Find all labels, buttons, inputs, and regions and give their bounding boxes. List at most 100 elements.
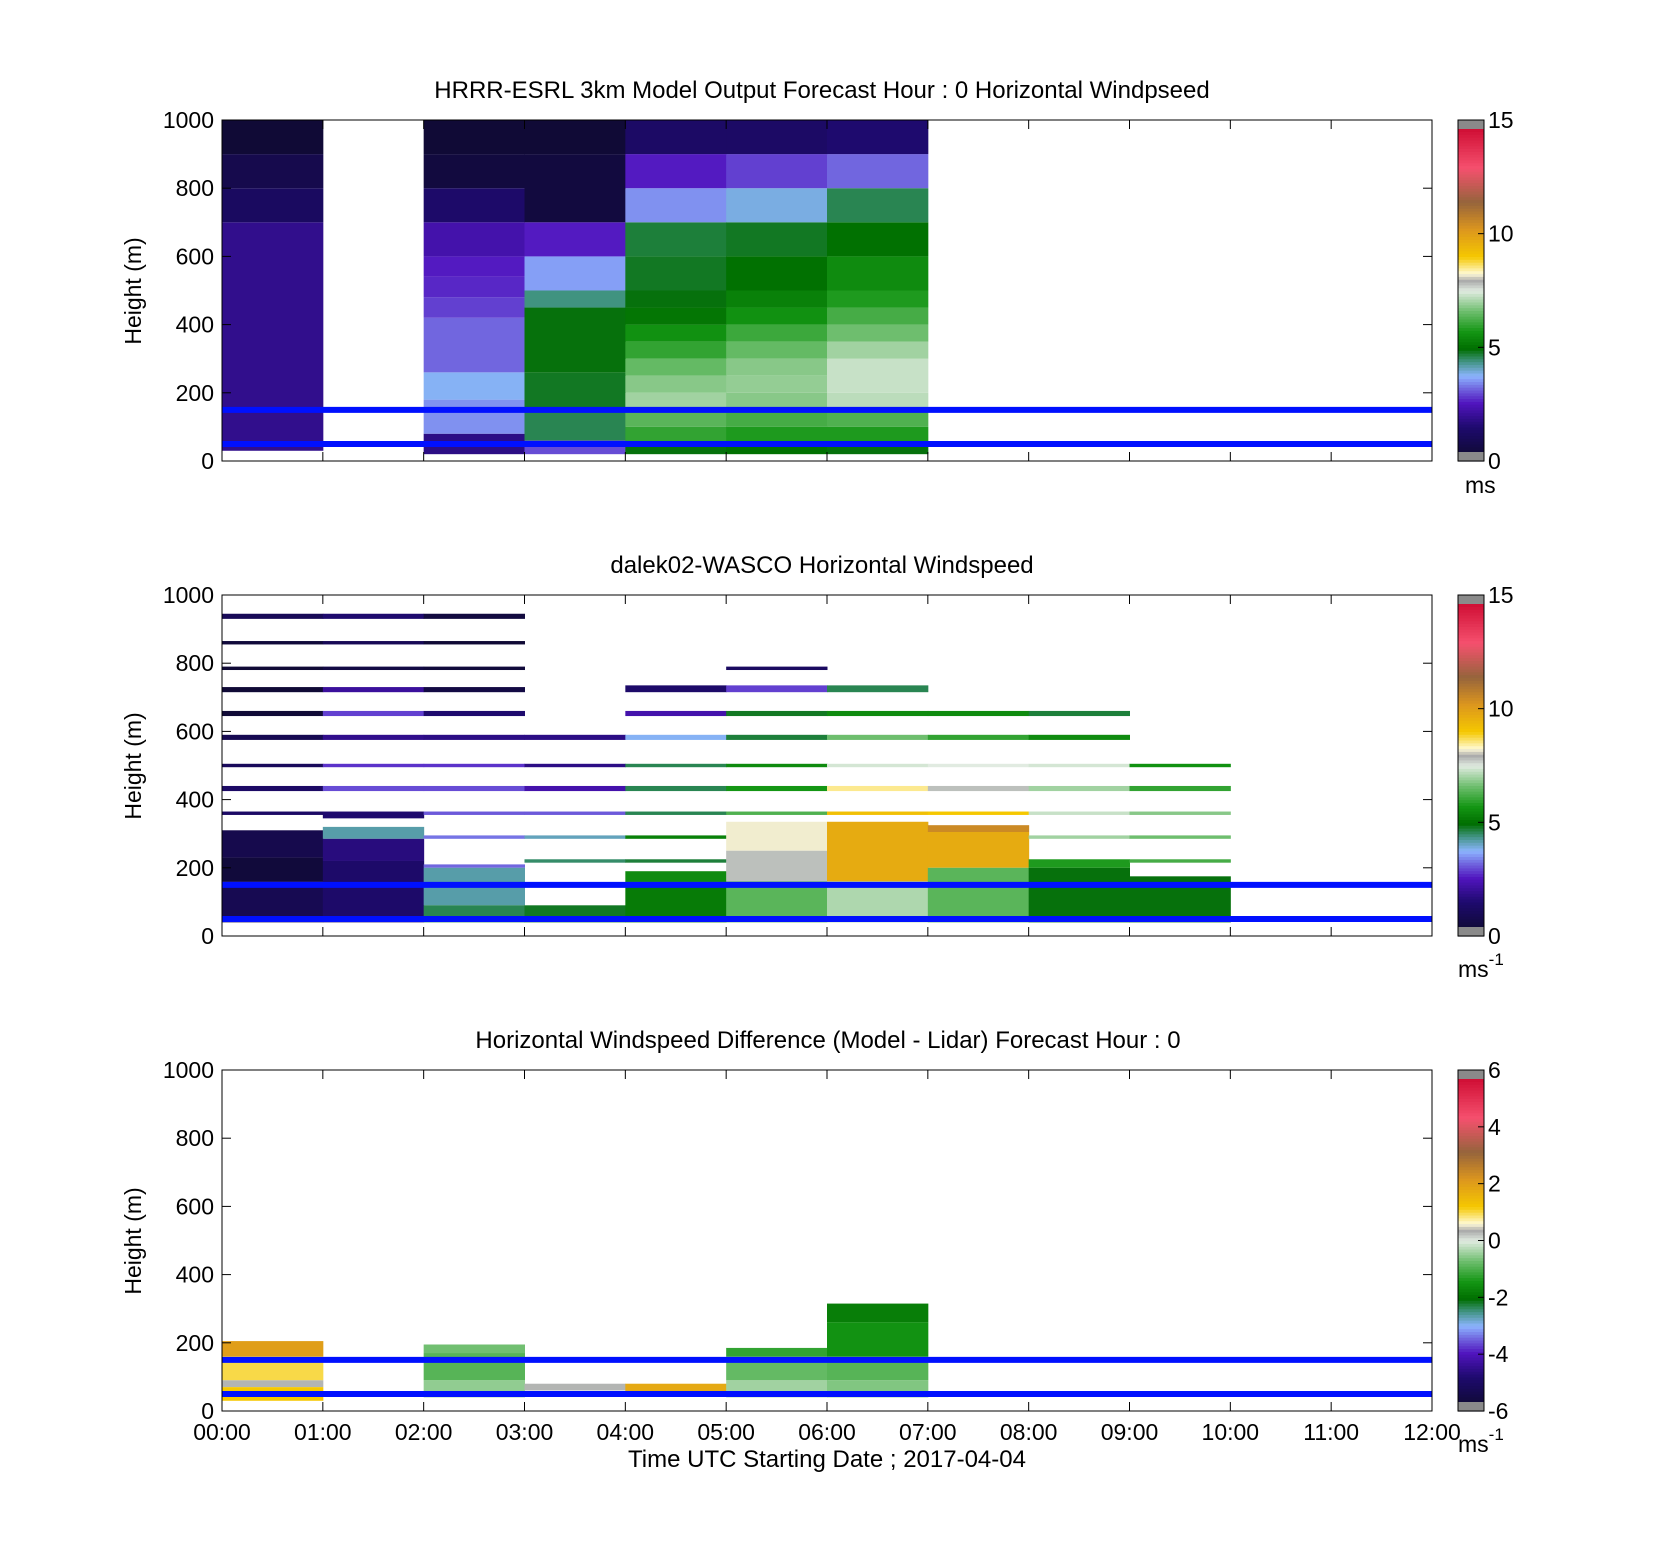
panel-lidar-colorbar-segment [1458, 708, 1484, 713]
panel-diff-colorbar-segment [1458, 1357, 1484, 1361]
panel-lidar-colorbar-segment [1458, 700, 1484, 704]
panel-diff-colorbar-tick-label: 2 [1488, 1171, 1501, 1197]
panel-diff-colorbar-segment [1458, 1123, 1484, 1128]
panel-model-ytick-label: 0 [201, 448, 214, 474]
panel-diff-colorbar-segment [1458, 1325, 1484, 1330]
panel-lidar-colorbar-segment [1458, 742, 1484, 747]
panel-lidar-cell [222, 857, 324, 882]
panel-lidar-cell [322, 710, 425, 717]
panel-diff-colorbar-segment [1458, 1121, 1484, 1125]
panel-model-colorbar-segment [1458, 353, 1484, 357]
panel-diff-ytick-label: 0 [201, 1398, 214, 1424]
panel-diff-colorbar-segment [1458, 1138, 1484, 1142]
panel-diff-colorbar-segment [1458, 1374, 1484, 1378]
panel-model-colorbar-segment [1458, 344, 1484, 348]
panel-model-colorbar-segment [1458, 156, 1484, 161]
panel-diff-colorbar-tick-label: 6 [1488, 1057, 1501, 1083]
panel-lidar-colorbar-segment [1458, 762, 1484, 767]
panel-model-colorbar-tick-label: 0 [1488, 448, 1501, 474]
panel-lidar-cell [827, 785, 929, 792]
panel-model-colorbar-overflow-top [1458, 120, 1484, 129]
panel-diff-colorbar-segment [1458, 1149, 1484, 1154]
panel-diff-colorbar-unit-sup: -1 [1489, 1425, 1504, 1444]
panel-diff-colorbar-segment [1458, 1277, 1484, 1281]
panel-diff-colorbar-segment [1458, 1246, 1484, 1250]
panel-lidar-colorbar-segment [1458, 660, 1484, 664]
panel-model-cell [726, 409, 828, 427]
panel-diff-colorbar-segment [1458, 1132, 1484, 1136]
panel-model-colorbar-segment [1458, 384, 1484, 388]
panel-lidar-cell [726, 881, 828, 923]
panel-lidar-colorbar-segment [1458, 853, 1484, 858]
panel-lidar-colorbar-unit: ms-1 [1458, 950, 1504, 982]
panel-diff-colorbar-segment [1458, 1320, 1484, 1324]
panel-lidar-colorbar-frame [1457, 594, 1485, 937]
panel-diff-xtick-label: 00:00 [193, 1419, 251, 1445]
panel-model-colorbar-segment [1458, 276, 1484, 280]
panel-lidar-cell [726, 666, 828, 671]
panel-lidar-cell [423, 666, 525, 671]
panel-model-cell [726, 426, 828, 444]
panel-model-colorbar-segment [1458, 134, 1484, 138]
panel-diff-cell [726, 1347, 828, 1357]
panel-lidar-cell [1129, 785, 1231, 792]
panel-model-colorbar-segment [1458, 375, 1484, 380]
panel-model-colorbar-segment [1458, 290, 1484, 294]
panel-model-colorbar-tick-label: 15 [1488, 107, 1514, 133]
panel-diff-ytick-label: 800 [176, 1125, 214, 1151]
panel-diff-colorbar-segment [1458, 1322, 1484, 1327]
panel-diff-xtick-label: 07:00 [899, 1419, 957, 1445]
panel-model-colorbar-segment [1458, 202, 1484, 206]
panel-model-colorbar-segment [1458, 210, 1484, 215]
panel-diff-colorbar-unit-base: ms [1458, 1431, 1489, 1457]
panel-lidar-cell [1028, 763, 1130, 768]
panel-model-colorbar-segment [1458, 154, 1484, 158]
panel-lidar-colorbar-segment [1458, 799, 1484, 804]
panel-lidar: dalek02-WASCO Horizontal Windspeed 0 200 4… [120, 552, 1514, 982]
panel-diff-colorbar-segment [1458, 1231, 1484, 1236]
panel-model-colorbar-segment [1458, 222, 1484, 226]
panel-model-colorbar-segment [1458, 213, 1484, 218]
panel-model-colorbar-segment [1458, 293, 1484, 297]
panel-lidar-cell [927, 867, 1030, 923]
panel-lidar-cell [1129, 859, 1231, 863]
panel-lidar-colorbar-segment [1458, 884, 1484, 889]
panel-lidar-cell [222, 881, 324, 923]
panel-model-cell [625, 290, 727, 308]
panel-model-cell [726, 154, 828, 189]
panel-lidar-colorbar-segment [1458, 816, 1484, 821]
panel-diff-colorbar-segment [1458, 1271, 1484, 1276]
panel-lidar-cell [827, 710, 929, 717]
panel-lidar-cell [927, 763, 1030, 768]
panel-lidar-ytick-label: 1000 [163, 582, 214, 608]
panel-lidar-cell [726, 710, 828, 717]
panel-lidar-colorbar: 0 5 10 15 [1457, 582, 1514, 949]
panel-lidar-colorbar-segment [1458, 791, 1484, 795]
panel-lidar-colorbar-tick-label: 5 [1488, 809, 1501, 835]
panel-model-cell [625, 120, 727, 155]
panel-model-colorbar-overflow-bottom [1458, 452, 1484, 461]
panel-lidar-colorbar-segment [1458, 856, 1484, 860]
panel-model-colorbar-segment [1458, 429, 1484, 434]
panel-lidar-colorbar-segment [1458, 685, 1484, 690]
panel-diff-colorbar-segment [1458, 1089, 1484, 1094]
panel-model-cell [726, 120, 828, 155]
panel-model-ytick-label: 1000 [163, 107, 214, 133]
panel-lidar-cell [726, 685, 828, 693]
panel-lidar-cell [726, 734, 828, 740]
panel-lidar-colorbar-segment [1458, 859, 1484, 863]
panel-model-colorbar-segment [1458, 227, 1484, 232]
panel-diff-ytick-label: 400 [176, 1262, 214, 1288]
panel-model-colorbar-segment [1458, 287, 1484, 292]
panel-diff-colorbar-segment [1458, 1163, 1484, 1168]
panel-lidar-colorbar-segment [1458, 918, 1484, 923]
panel-model-cell [625, 341, 727, 359]
panel-model-colorbar-segment [1458, 321, 1484, 326]
panel-model-colorbar-segment [1458, 245, 1484, 249]
panel-lidar-cell [625, 859, 727, 863]
panel-diff-colorbar-segment [1458, 1172, 1484, 1176]
panel-lidar-colorbar-overflow-bottom [1458, 927, 1484, 936]
panel-lidar-colorbar-segment [1458, 893, 1484, 897]
panel-model-cell [827, 324, 929, 342]
panel-lidar-colorbar-segment [1458, 725, 1484, 730]
